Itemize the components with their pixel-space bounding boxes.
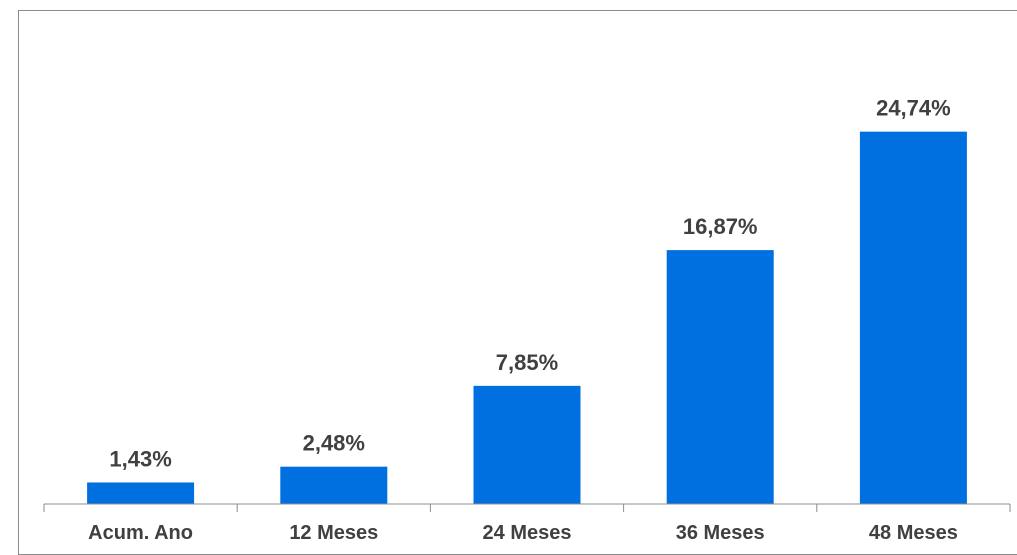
x-tick-label: 12 Meses	[289, 522, 378, 544]
bar	[859, 131, 967, 504]
x-axis: Acum. Ano 12 Meses 24 Meses 36 Meses 48 Mese…	[43, 503, 1011, 544]
x-tick-label: Acum. Ano	[88, 522, 193, 544]
data-label: 16,87%	[683, 214, 758, 239]
data-label: 1,43%	[109, 446, 171, 471]
x-tick-label: 48 Meses	[869, 522, 958, 544]
bar	[666, 250, 774, 504]
bars-group	[87, 131, 967, 504]
data-label: 7,85%	[496, 350, 558, 375]
x-tick-label: 36 Meses	[676, 522, 765, 544]
bar	[473, 385, 581, 504]
data-label: 2,48%	[303, 431, 365, 456]
data-labels-group: 1,43% 2,48% 7,85% 16,87% 24,74%	[109, 96, 950, 472]
bar	[87, 482, 195, 504]
data-label: 24,74%	[876, 96, 951, 121]
x-tick-label: 24 Meses	[483, 522, 572, 544]
bar	[280, 466, 388, 504]
